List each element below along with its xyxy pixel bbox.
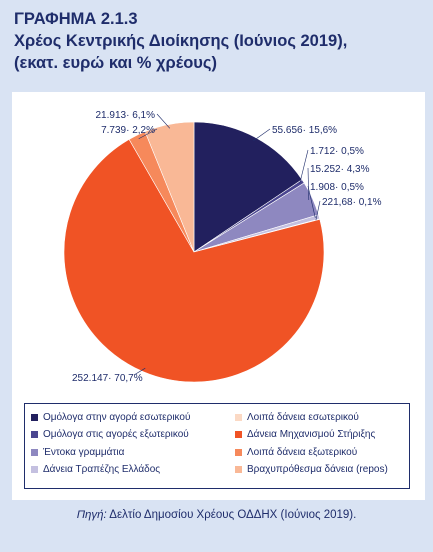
slice-data-label: 7.739· 2,2% — [101, 125, 155, 136]
legend-item: Δάνεια Μηχανισμού Στήριξης — [235, 428, 375, 442]
leader-line — [307, 167, 310, 201]
slice-data-label: 55.656· 15,6% — [272, 125, 337, 136]
legend-swatch — [235, 448, 242, 456]
chart-title-block: ΓΡΑΦΗΜΑ 2.1.3 Χρέος Κεντρικής Διοίκησης … — [14, 8, 347, 74]
legend-swatch — [235, 431, 242, 438]
legend-label: Δάνεια Μηχανισμού Στήριξης — [247, 429, 376, 440]
chart-subtitle: (εκατ. ευρώ και % χρέους) — [14, 54, 217, 72]
slice-data-label: 15.252· 4,3% — [310, 164, 370, 175]
source-note: Πηγή: Δελτίο Δημοσίου Χρέους ΟΔΔΗΧ (Ιούν… — [0, 509, 433, 521]
legend-swatch — [235, 413, 242, 421]
legend-swatch — [31, 431, 38, 438]
legend-item: Έντοκα γραμμάτια — [31, 445, 124, 459]
legend-label: Λοιπά δάνεια εσωτερικού — [247, 411, 359, 423]
legend-item: Λοιπά δάνεια εσωτερικού — [235, 410, 359, 424]
pie-chart: 55.656· 15,6% 1.712· 0,5% 15.252· 4,3% 1.90… — [63, 110, 382, 384]
leader-line — [156, 113, 171, 129]
leader-line — [315, 200, 321, 221]
slice-data-label: 21.913· 6,1% — [96, 110, 156, 121]
legend-swatch — [235, 466, 242, 473]
source-prefix: Πηγή: — [76, 509, 107, 521]
pie-slice — [63, 138, 325, 383]
slice-data-label: 221,68· 0,1% — [322, 197, 382, 208]
legend-item: Δάνεια Τραπέζης Ελλάδος — [31, 463, 160, 477]
pie-slice — [144, 121, 195, 253]
legend-label: Δάνεια Τραπέζης Ελλάδος — [43, 464, 161, 475]
legend-item: Ομόλογα στις αγορές εξωτερικού — [31, 428, 189, 442]
legend-label: Βραχυπρόθεσμα δάνεια (repos) — [247, 464, 388, 475]
source-text: Δελτίο Δημοσίου Χρέους ΟΔΔΗΧ (Ιούνιος 20… — [106, 509, 357, 521]
legend-swatch — [31, 466, 38, 473]
legend-label: Έντοκα γραμμάτια — [43, 446, 125, 458]
legend-item: Ομόλογα στην αγορά εσωτερικού — [31, 410, 190, 424]
legend-label: Ομόλογα στις αγορές εξωτερικού — [43, 429, 189, 440]
chart-title: Χρέος Κεντρικής Διοίκησης (Ιούνιος 2019)… — [14, 32, 348, 50]
slice-data-label: 252.147· 70,7% — [72, 373, 143, 384]
legend-label: Λοιπά δάνεια εξωτερικού — [247, 446, 358, 458]
pie-slice — [193, 121, 303, 253]
legend-item: Λοιπά δάνεια εξωτερικού — [235, 445, 357, 459]
legend-swatch — [31, 413, 38, 421]
leader-line — [138, 128, 158, 140]
slice-data-label: 1.712· 0,5% — [310, 146, 364, 157]
slice-data-label: 1.908· 0,5% — [310, 182, 364, 193]
legend-item: Βραχυπρόθεσμα δάνεια (repos) — [235, 463, 388, 477]
leader-line — [253, 128, 271, 142]
chart-legend: Ομόλογα στην αγορά εσωτερικού Λοιπά δάνει… — [24, 403, 410, 489]
leader-line — [133, 367, 146, 376]
chart-number: ΓΡΑΦΗΜΑ 2.1.3 — [14, 10, 138, 28]
leader-line — [299, 149, 309, 184]
legend-swatch — [31, 448, 38, 456]
leader-line — [307, 185, 316, 218]
legend-label: Ομόλογα στην αγορά εσωτερικού — [43, 411, 191, 423]
